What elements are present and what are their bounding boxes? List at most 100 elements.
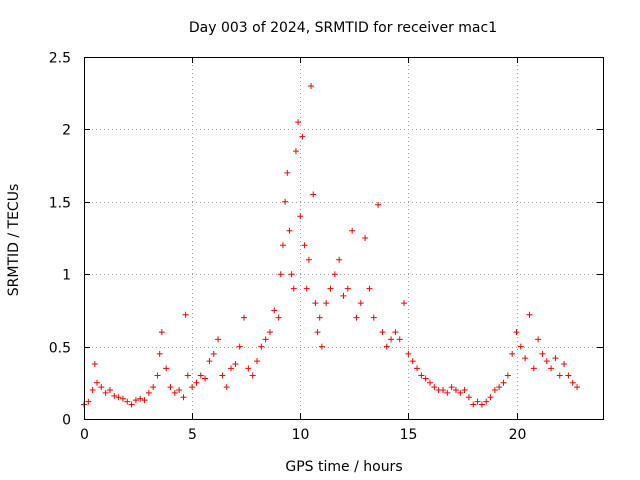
x-tick-label: 0 [80, 427, 89, 443]
data-point [478, 401, 485, 408]
data-point [132, 397, 139, 404]
data-point [565, 372, 572, 379]
data-point [362, 235, 369, 241]
data-point [171, 389, 178, 396]
data-point [474, 398, 481, 405]
data-point [327, 285, 334, 292]
data-point [282, 198, 289, 205]
chart-title: Day 003 of 2024, SRMTID for receiver mac… [189, 20, 497, 36]
data-point [491, 387, 498, 394]
data-point [526, 311, 533, 318]
data-point [405, 350, 412, 357]
data-point [137, 395, 144, 402]
data-point [197, 372, 204, 379]
data-point [286, 227, 293, 234]
data-point [569, 379, 576, 386]
data-point [448, 384, 455, 391]
plot-frame [84, 57, 604, 420]
y-tick-label: 1.5 [49, 196, 71, 212]
data-point [349, 227, 356, 234]
data-point [223, 384, 230, 391]
data-point [176, 387, 183, 394]
data-point [548, 365, 555, 372]
data-point [102, 389, 109, 396]
data-point [431, 384, 438, 391]
data-point [517, 343, 524, 350]
data-point [89, 387, 96, 394]
data-point [509, 350, 516, 357]
data-point [457, 389, 464, 396]
data-point [396, 336, 403, 343]
data-point [336, 256, 343, 263]
data-point [574, 384, 581, 391]
data-point [543, 358, 550, 365]
data-point [290, 285, 297, 292]
data-point [439, 387, 446, 394]
data-point [167, 384, 174, 391]
y-tick-label: 0.5 [49, 341, 71, 357]
data-point [323, 300, 330, 307]
data-point [314, 329, 321, 336]
data-point [258, 343, 265, 350]
data-point [193, 379, 200, 386]
data-point [303, 285, 310, 292]
y-tick-label: 2.5 [49, 51, 71, 67]
data-point [383, 343, 390, 350]
data-point [210, 350, 217, 357]
data-point [245, 365, 252, 372]
data-point [301, 242, 308, 249]
data-point [295, 119, 302, 126]
data-point [93, 379, 100, 386]
data-point [91, 360, 98, 367]
data-point [163, 365, 170, 372]
y-axis-label: SRMTID / TECUs [6, 184, 22, 297]
data-point [297, 213, 304, 220]
x-tick-label: 15 [400, 427, 418, 443]
data-point [504, 372, 511, 379]
data-point [119, 395, 126, 402]
data-point [202, 375, 209, 382]
data-point [556, 372, 563, 379]
data-point [262, 336, 269, 343]
data-point [215, 336, 222, 343]
data-point [414, 365, 421, 372]
data-point [513, 329, 520, 336]
data-point [318, 343, 325, 350]
data-point [277, 271, 284, 278]
data-point [535, 336, 542, 343]
data-point [539, 350, 546, 357]
data-point [357, 300, 364, 307]
data-point [552, 355, 559, 362]
data-point [299, 133, 306, 140]
data-point [156, 350, 163, 357]
x-axis-label: GPS time / hours [285, 459, 402, 475]
data-point [340, 292, 347, 299]
data-point [375, 201, 382, 208]
data-point [154, 372, 161, 379]
data-point [288, 271, 295, 278]
data-point [530, 365, 537, 372]
data-points [81, 82, 581, 408]
data-point [111, 392, 118, 399]
y-tick-label: 0 [62, 413, 71, 429]
data-point [418, 372, 425, 379]
data-point [465, 394, 472, 401]
data-point [427, 379, 433, 386]
axis-ticks [84, 57, 603, 420]
x-tick-label: 20 [509, 427, 527, 443]
data-point [115, 394, 122, 401]
data-point [461, 387, 468, 394]
data-point [388, 336, 395, 343]
data-point [308, 82, 315, 89]
data-point [182, 311, 189, 318]
data-point [254, 358, 260, 365]
data-point [128, 401, 135, 408]
y-tick-label: 1 [62, 268, 71, 284]
data-point [189, 384, 196, 391]
data-point [124, 398, 131, 405]
data-point [561, 360, 568, 367]
y-tick-labels: 0 0.5 1 1.5 2 2.5 [49, 51, 71, 429]
data-point [305, 256, 312, 263]
